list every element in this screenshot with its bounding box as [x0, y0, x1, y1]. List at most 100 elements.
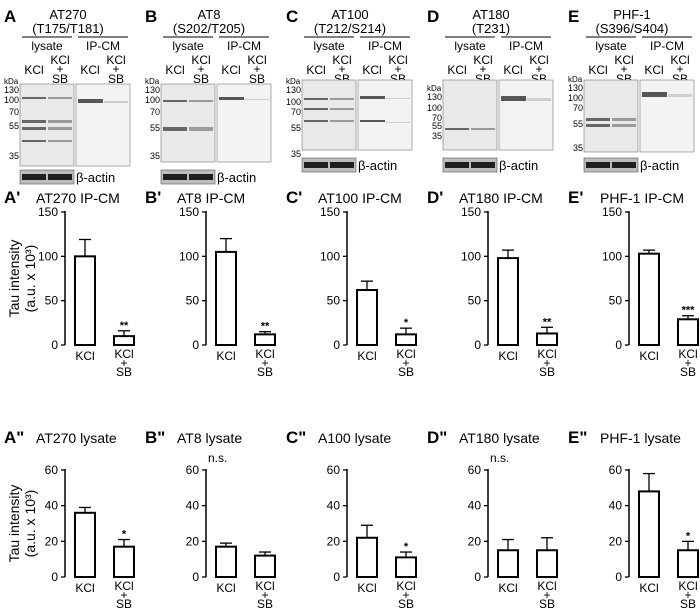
- chart-title: AT270 lysate: [36, 430, 117, 446]
- bar: [255, 556, 275, 577]
- panel-letter: D: [427, 7, 439, 26]
- y-tick-label: 40: [468, 499, 482, 513]
- panel-letter: D': [427, 188, 443, 207]
- lane-label: KCl: [24, 63, 43, 77]
- x-category-label: KCl: [75, 349, 94, 363]
- protein-band: [612, 124, 636, 127]
- y-tick-label: 60: [468, 463, 482, 477]
- bar: [357, 538, 377, 577]
- phospho-sites: (S396/S404): [596, 21, 669, 36]
- ipcm-blot-image: [76, 84, 130, 166]
- x-category-label: KCl: [357, 581, 376, 595]
- panel-letter: A: [4, 7, 16, 26]
- lane-label: KCl: [644, 63, 663, 77]
- y-tick-label: 100: [179, 249, 199, 263]
- protein-band: [48, 140, 72, 142]
- y-tick-label: 0: [474, 570, 481, 584]
- lysate-label: lysate: [454, 39, 486, 53]
- protein-band: [330, 108, 354, 110]
- y-tick-label: 0: [192, 338, 199, 352]
- y-tick-label: 150: [179, 205, 199, 219]
- y-tick-label: 20: [609, 534, 623, 548]
- y-tick-label: 60: [327, 463, 341, 477]
- mw-marker: 70: [9, 107, 19, 117]
- y-tick-label: 0: [51, 570, 58, 584]
- bar: [498, 550, 518, 577]
- lysate-label: lysate: [313, 39, 345, 53]
- phospho-sites: (T212/S214): [314, 21, 386, 36]
- bar: [639, 491, 659, 577]
- y-tick-label: 0: [192, 570, 199, 584]
- x-category-label: SB: [539, 365, 555, 379]
- mw-marker: 100: [286, 97, 301, 107]
- lane-label: KCl: [362, 63, 381, 77]
- protein-band: [471, 128, 495, 130]
- actin-label: β-actin: [217, 170, 256, 185]
- blot-panel-b: B AT8(S202/T205)lysate IP-CMKClKCl+SBKClKC…: [145, 7, 271, 185]
- chart-at100-ip-cm: C' AT100 IP-CM050100150KCl*KCl+SB: [286, 188, 416, 379]
- bar: [357, 290, 377, 345]
- actin-band: [471, 162, 495, 168]
- mw-marker: 35: [573, 143, 583, 153]
- y-tick-label: 150: [320, 205, 340, 219]
- lane-label: KCl: [447, 63, 466, 77]
- western-blot-row: A AT270(T175/T181)lysate IP-CMKClKCl+SBKCl…: [4, 7, 694, 185]
- protein-band: [48, 127, 72, 130]
- x-category-label: SB: [680, 365, 696, 379]
- antibody-name: AT8: [198, 7, 221, 22]
- lysate-blot-image: [161, 84, 215, 162]
- protein-band: [245, 99, 269, 100]
- protein-band: [304, 120, 328, 122]
- significance-marker: **: [543, 316, 552, 328]
- chart-title: AT8 lysate: [177, 430, 242, 446]
- y-tick-label: 20: [468, 534, 482, 548]
- mw-marker: 35: [150, 151, 160, 161]
- mw-marker: 55: [150, 123, 160, 133]
- bar: [114, 547, 134, 577]
- y-tick-label: 0: [333, 570, 340, 584]
- mw-marker: 100: [427, 103, 442, 113]
- lysate-blot-image: [584, 80, 638, 152]
- mw-marker: 55: [573, 119, 583, 129]
- mw-marker: 130: [427, 92, 442, 102]
- mw-marker: 100: [568, 93, 583, 103]
- antibody-name: AT180: [472, 7, 509, 22]
- y-tick-label: 40: [186, 499, 200, 513]
- x-category-label: KCl: [639, 581, 658, 595]
- y-tick-label: 0: [615, 338, 622, 352]
- protein-band: [22, 140, 46, 142]
- x-category-label: KCl: [216, 581, 235, 595]
- protein-band: [612, 118, 636, 121]
- ipcm-label: IP-CM: [650, 39, 684, 53]
- bar: [498, 258, 518, 345]
- actin-label: β-actin: [499, 158, 538, 173]
- panel-letter: B: [145, 7, 157, 26]
- protein-band: [445, 128, 469, 130]
- bar: [75, 256, 95, 345]
- protein-band: [163, 100, 187, 102]
- mw-marker: 100: [145, 95, 160, 105]
- protein-band: [48, 120, 72, 123]
- y-tick-label: 40: [609, 499, 623, 513]
- bar: [678, 319, 698, 345]
- panel-letter: B': [145, 188, 161, 207]
- y-tick-label: 20: [45, 534, 59, 548]
- ns-annotation: n.s.: [208, 451, 227, 465]
- bar: [537, 333, 557, 345]
- x-category-label: KCl: [75, 581, 94, 595]
- x-category-label: KCl: [498, 349, 517, 363]
- y-tick-label: 100: [602, 249, 622, 263]
- bar: [678, 550, 698, 577]
- significance-marker: **: [120, 320, 129, 332]
- mw-marker: 130: [568, 83, 583, 93]
- y-tick-label: 100: [38, 249, 58, 263]
- x-category-label: SB: [257, 597, 273, 611]
- mw-marker: 35: [9, 151, 19, 161]
- x-category-label: KCl: [639, 349, 658, 363]
- panel-letter: E": [568, 428, 587, 447]
- lysate-label: lysate: [172, 39, 204, 53]
- actin-band: [48, 174, 72, 180]
- protein-band: [386, 122, 410, 123]
